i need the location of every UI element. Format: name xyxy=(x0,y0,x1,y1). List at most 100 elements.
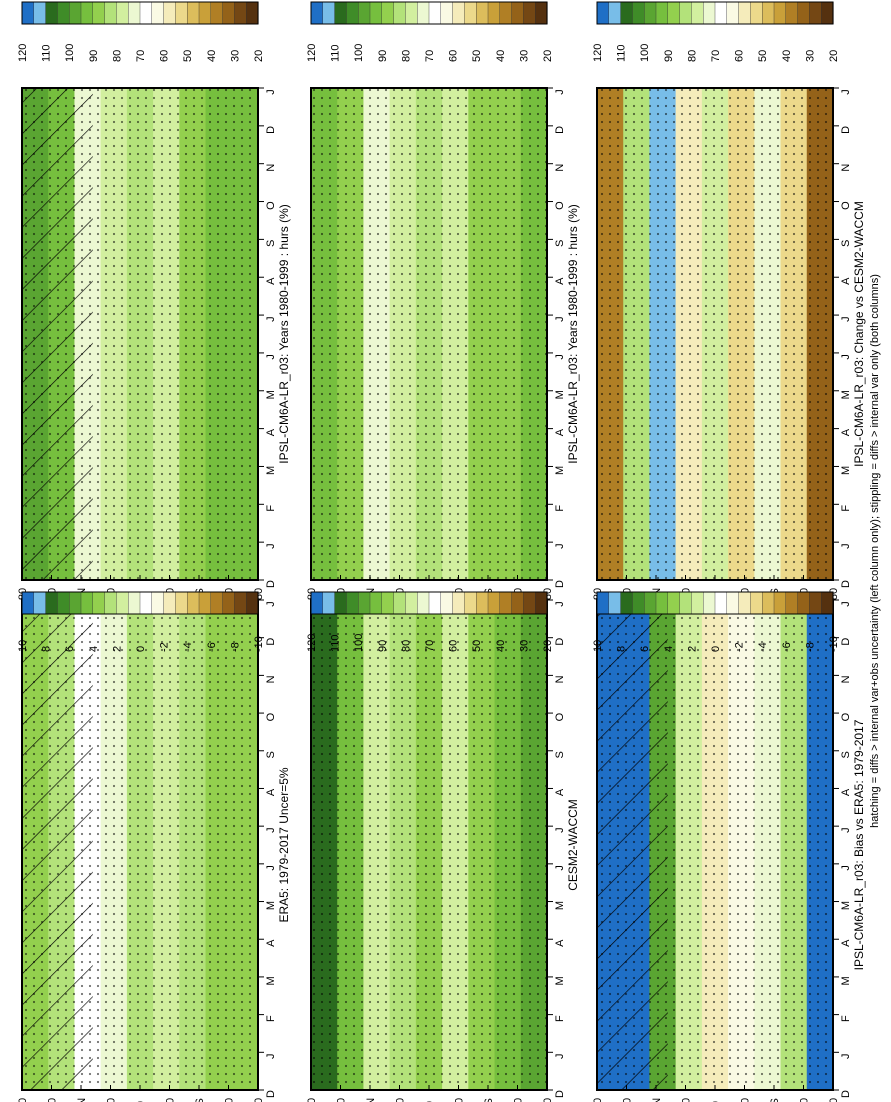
colorbar-swatch xyxy=(310,1,324,25)
month-tick-label: S xyxy=(840,751,852,758)
colorbar-label: 100 xyxy=(353,44,365,62)
month-tick-label: J xyxy=(554,354,566,360)
month-tick-label: J xyxy=(554,827,566,833)
colorbar-label: 70 xyxy=(135,50,147,62)
colorbar-swatch xyxy=(785,591,799,615)
colorbar-swatch xyxy=(679,591,692,615)
colorbar-swatch xyxy=(809,591,822,615)
hatching-overlay xyxy=(22,600,93,1090)
colorbar-swatch xyxy=(535,1,548,25)
colorbar-frame xyxy=(596,591,834,615)
colorbar-swatch xyxy=(499,591,513,615)
colorbar-swatch xyxy=(346,1,359,25)
colorbar-label: 10 xyxy=(17,640,29,652)
month-tick-label: M xyxy=(840,901,852,910)
colorbar-label: 50 xyxy=(757,50,769,62)
colorbar-swatch xyxy=(523,591,536,615)
colorbar-swatch xyxy=(596,1,610,25)
colorbar-3: 120 110 100 90 80 70 60 50 40 30 20 xyxy=(306,591,554,652)
colorbar-swatch xyxy=(163,1,177,25)
colorbar-label: -8 xyxy=(804,642,816,652)
colorbar-label: 20 xyxy=(828,50,840,62)
colorbar-label: 100 xyxy=(639,44,651,62)
month-tick-label: J xyxy=(840,89,852,95)
colorbar-label: -4 xyxy=(757,642,769,652)
month-tick-label: M xyxy=(265,466,277,475)
colorbar-swatch xyxy=(139,591,153,615)
month-tick-label: J xyxy=(265,1054,277,1060)
month-tick-label: J xyxy=(265,865,277,871)
month-tick-label: D xyxy=(265,126,277,134)
colorbar-swatch xyxy=(703,591,716,615)
colorbar-swatch xyxy=(210,1,224,25)
colorbar-swatch xyxy=(151,591,165,615)
month-tick-label: A xyxy=(840,939,852,947)
colorbar-label: 90 xyxy=(88,50,100,62)
colorbar-swatch xyxy=(175,591,188,615)
colorbar-swatch xyxy=(151,1,165,25)
panel-1: DJFMAMJJASONDJ8060°N20020°S6080IPSL-CM6A… xyxy=(306,87,580,600)
colorbar-swatch xyxy=(175,1,188,25)
month-tick-label: J xyxy=(265,354,277,360)
colorbar-label: 110 xyxy=(41,44,53,62)
month-tick-label: D xyxy=(265,638,277,646)
month-tick-label: M xyxy=(265,901,277,910)
colorbar-swatch xyxy=(644,591,657,615)
stippling-overlay xyxy=(597,88,833,580)
colorbar-label: 80 xyxy=(400,50,412,62)
month-tick-label: A xyxy=(265,788,277,796)
colorbar-swatch xyxy=(45,1,58,25)
colorbar-swatch xyxy=(186,1,200,25)
month-tick-label: A xyxy=(840,277,852,285)
panel-title: IPSL-CM6A-LR_r03: Change vs CESM2-WACCM xyxy=(852,201,866,467)
month-tick-label: D xyxy=(554,1090,566,1098)
colorbar-frame xyxy=(21,1,259,25)
hatching-overlay xyxy=(597,600,668,1090)
colorbar-swatch xyxy=(655,1,669,25)
colorbar-label: -10 xyxy=(828,636,840,652)
colorbar-swatch xyxy=(750,1,763,25)
figure-footer: hatching = diffs > internal var+obs unce… xyxy=(869,274,881,828)
lat-tick-label: 20 xyxy=(106,1098,118,1102)
colorbar-label: -10 xyxy=(253,636,265,652)
month-tick-label: J xyxy=(265,89,277,95)
colorbar-swatch xyxy=(210,591,224,615)
colorbar-label: 50 xyxy=(471,640,483,652)
lat-tick-label: °N xyxy=(76,1098,88,1102)
colorbar-swatch xyxy=(222,1,236,25)
colorbar-label: 60 xyxy=(448,50,460,62)
month-tick-label: F xyxy=(554,505,566,512)
colorbar-label: 90 xyxy=(663,50,675,62)
stippling-overlay xyxy=(311,600,547,1090)
month-tick-label: O xyxy=(840,712,852,721)
colorbar-swatch xyxy=(487,1,501,25)
month-tick-label: J xyxy=(840,543,852,549)
colorbar-label: 90 xyxy=(377,640,389,652)
colorbar-label: 120 xyxy=(592,44,604,62)
colorbar-swatch xyxy=(381,591,395,615)
colorbar-swatch xyxy=(322,1,336,25)
colorbar-label: -2 xyxy=(159,642,171,652)
month-tick-label: D xyxy=(840,1090,852,1098)
colorbar-swatch xyxy=(762,591,775,615)
colorbar-swatch xyxy=(45,591,58,615)
month-tick-label: A xyxy=(554,788,566,796)
colorbar-label: 20 xyxy=(542,50,554,62)
colorbar-swatch xyxy=(762,1,775,25)
colorbar-label: 40 xyxy=(495,50,507,62)
colorbar-swatch xyxy=(334,591,348,615)
lat-tick-label: 60 xyxy=(47,1098,59,1102)
colorbar-label: 20 xyxy=(253,50,265,62)
month-tick-label: A xyxy=(840,428,852,436)
colorbar-label: 10 xyxy=(592,640,604,652)
lat-tick-label: 0 xyxy=(710,1101,722,1102)
colorbar-label: 60 xyxy=(159,50,171,62)
lat-tick-label: 60 xyxy=(622,1098,634,1102)
month-tick-label: S xyxy=(265,751,277,758)
colorbar-swatch xyxy=(80,1,94,25)
month-tick-label: D xyxy=(265,1090,277,1098)
colorbar-swatch xyxy=(186,591,200,615)
month-tick-label: M xyxy=(840,976,852,985)
colorbar-swatch xyxy=(163,591,177,615)
colorbar-label: 120 xyxy=(306,634,318,652)
